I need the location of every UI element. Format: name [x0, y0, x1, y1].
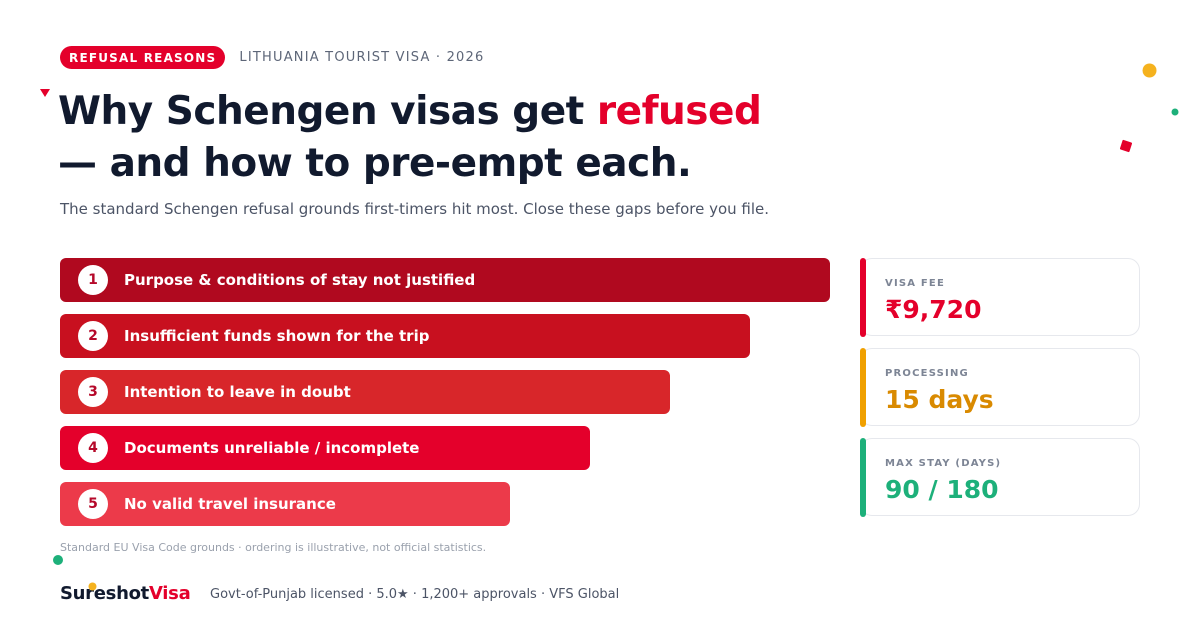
headline-accent-word: refused [596, 89, 762, 134]
confetti-triangle-icon [40, 89, 50, 97]
stat-card-max-stay: MAX STAY (DAYS) 90 / 180 [859, 437, 1140, 517]
reason-number-1: 1 [78, 265, 108, 295]
stat-accent-edge [859, 347, 866, 427]
reason-bar-5: 5 No valid travel insurance [60, 482, 510, 526]
footnote: Standard EU Visa Code grounds · ordering… [60, 541, 487, 554]
reason-label-5: No valid travel insurance [124, 495, 336, 513]
stat-accent-edge [859, 257, 866, 337]
confetti-red-square-icon [1119, 139, 1133, 153]
confetti-gold-small-dot-icon [88, 582, 97, 591]
brand-logo[interactable]: SureshotVisa [60, 583, 191, 604]
stat-value: ₹9,720 [885, 295, 982, 324]
reason-bar-2: 2 Insufficient funds shown for the trip [60, 314, 750, 358]
reason-number-5: 5 [78, 489, 108, 519]
stat-value: 90 / 180 [885, 475, 999, 504]
reason-bar-3: 3 Intention to leave in doubt [60, 370, 670, 414]
reason-label-1: Purpose & conditions of stay not justifi… [124, 271, 476, 289]
reason-number-3: 3 [78, 377, 108, 407]
header-eyebrow: REFUSAL REASONS LITHUANIA TOURIST VISA ·… [60, 46, 484, 69]
stat-label: MAX STAY (DAYS) [885, 458, 1002, 469]
brand-name-accent: Visa [148, 583, 191, 604]
refusal-reasons-list: 1 Purpose & conditions of stay not justi… [60, 258, 830, 538]
headline-line-1-text: Why Schengen visas get [58, 89, 597, 134]
stat-label: PROCESSING [885, 368, 969, 379]
reason-label-3: Intention to leave in doubt [124, 383, 351, 401]
stat-card-processing: PROCESSING 15 days [859, 347, 1140, 427]
refusal-reasons-badge: REFUSAL REASONS [60, 46, 226, 69]
subtitle: The standard Schengen refusal grounds fi… [60, 200, 770, 218]
brand-name-part: Sureshot [60, 583, 149, 604]
stat-value: 15 days [885, 385, 994, 414]
stat-card-visa-fee: VISA FEE ₹9,720 [859, 257, 1140, 337]
reason-bar-1: 1 Purpose & conditions of stay not justi… [60, 258, 830, 302]
visa-context-label: LITHUANIA TOURIST VISA · 2026 [239, 50, 485, 65]
reason-label-4: Documents unreliable / incomplete [124, 439, 420, 457]
visa-stats: VISA FEE ₹9,720 PROCESSING 15 days MAX S… [859, 257, 1140, 528]
headline-line-1: Why Schengen visas get refused [58, 86, 762, 138]
brand-tagline: Govt-of-Punjab licensed · 5.0★ · 1,200+ … [210, 587, 620, 602]
reason-bar-4: 4 Documents unreliable / incomplete [60, 426, 590, 470]
reason-number-2: 2 [78, 321, 108, 351]
stat-accent-edge [859, 437, 866, 517]
confetti-gold-dot-icon [1142, 63, 1157, 78]
confetti-green-ring-icon [52, 554, 64, 566]
reason-number-4: 4 [78, 433, 108, 463]
confetti-green-dot-icon [1171, 108, 1179, 116]
stat-label: VISA FEE [885, 278, 945, 289]
headline: Why Schengen visas get refused — and how… [58, 86, 762, 190]
reason-label-2: Insufficient funds shown for the trip [124, 327, 430, 345]
headline-line-2: — and how to pre-empt each. [58, 141, 692, 186]
